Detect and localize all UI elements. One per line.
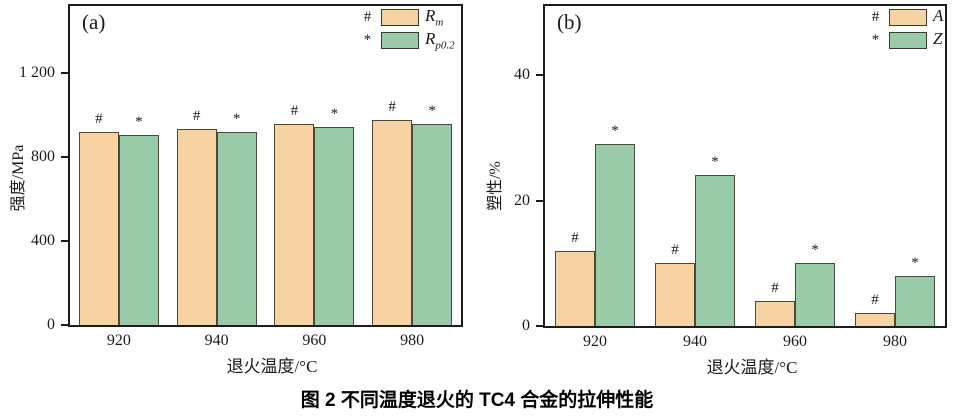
significance-marker: * xyxy=(811,242,819,259)
legend-swatch-green xyxy=(889,32,927,49)
significance-marker: # xyxy=(290,102,299,119)
bar-960-Rp0.2 xyxy=(314,126,355,325)
y-tick-label: 20 xyxy=(514,191,530,209)
plot-area-plasticity: # * # * # * # * xyxy=(543,4,947,328)
significance-marker: # xyxy=(192,107,201,124)
y-tick xyxy=(536,199,543,202)
y-tick xyxy=(536,74,543,77)
legend-entry-z: * Z xyxy=(868,29,943,51)
x-tick-label: 940 xyxy=(683,333,707,350)
bar-980-Rm xyxy=(372,120,413,325)
significance-marker: # xyxy=(388,99,396,116)
legend-strength: # Rm * Rp0.2 xyxy=(360,6,455,52)
y-tick-label: 40 xyxy=(514,66,530,84)
y-tick-label: 0 xyxy=(522,317,530,334)
bar-920-Rm xyxy=(78,131,119,325)
legend-entry-a: # A xyxy=(868,6,944,28)
x-tick-label: 980 xyxy=(400,332,425,349)
legend-swatch-orange xyxy=(889,9,927,26)
bar-920-A xyxy=(555,250,595,326)
legend-marker-asterisk: * xyxy=(871,32,880,48)
significance-marker: * xyxy=(711,154,719,171)
significance-marker: * xyxy=(428,102,436,119)
x-tick-label: 920 xyxy=(583,333,607,350)
plot-area-strength: # * # * # * # * xyxy=(68,4,463,327)
significance-marker: # xyxy=(571,229,579,246)
legend-swatch-orange xyxy=(381,9,419,26)
significance-marker: * xyxy=(232,110,241,127)
bar-960-A xyxy=(755,300,795,326)
legend-label-rm: Rm xyxy=(425,6,444,29)
panel-label-a: (a) xyxy=(82,10,106,34)
y-tick-label: 1 200 xyxy=(19,64,55,82)
bar-980-Rp0.2 xyxy=(412,123,453,325)
significance-marker: # xyxy=(771,279,779,296)
y-tick xyxy=(536,325,543,327)
legend-marker-asterisk: * xyxy=(363,32,372,48)
bar-940-A xyxy=(655,263,695,326)
legend-marker-hash: # xyxy=(363,9,372,25)
significance-marker: # xyxy=(95,110,103,127)
bar-940-Rp0.2 xyxy=(216,131,257,325)
significance-marker: # xyxy=(871,292,879,309)
bar-980-A xyxy=(855,313,895,326)
bar-960-Rm xyxy=(274,123,315,325)
legend-label-a: A xyxy=(933,6,944,26)
significance-marker: * xyxy=(911,254,919,271)
bar-940-Z xyxy=(695,175,735,326)
significance-marker: * xyxy=(330,105,339,122)
significance-marker: * xyxy=(135,114,143,131)
y-tick xyxy=(61,156,68,159)
legend-label-z: Z xyxy=(933,29,943,49)
bar-920-Rp0.2 xyxy=(118,135,159,325)
figure-caption: 图 2 不同温度退火的 TC4 合金的拉伸性能 xyxy=(300,390,654,411)
legend-entry-rm: # Rm xyxy=(360,6,455,29)
x-tick-label: 920 xyxy=(106,332,131,349)
y-tick-label: 400 xyxy=(31,232,55,250)
y-tick xyxy=(61,72,68,75)
x-axis-label-annealing-temp-a: 退火温度/°C xyxy=(226,357,318,376)
legend-swatch-green xyxy=(381,32,419,49)
bar-940-Rm xyxy=(176,128,217,325)
x-axis-label-annealing-temp-b: 退火温度/°C xyxy=(706,358,798,377)
x-tick-label: 960 xyxy=(302,332,327,349)
y-tick xyxy=(61,240,68,243)
legend-entry-rp02: * Rp0.2 xyxy=(360,29,455,52)
x-tick-label: 960 xyxy=(783,333,807,350)
legend-marker-hash: # xyxy=(871,9,880,25)
y-tick-label: 0 xyxy=(47,316,55,333)
bar-920-Z xyxy=(595,144,635,326)
y-tick-label: 800 xyxy=(31,148,55,166)
x-tick-label: 980 xyxy=(883,333,907,350)
legend-label-rp02: Rp0.2 xyxy=(425,29,455,52)
legend-plasticity: # A * Z xyxy=(868,6,944,51)
x-tick-label: 940 xyxy=(204,332,229,349)
significance-marker: # xyxy=(671,242,679,259)
y-tick xyxy=(61,324,68,326)
bar-980-Z xyxy=(895,275,935,326)
bar-960-Z xyxy=(795,263,835,326)
panel-label-b: (b) xyxy=(557,10,582,34)
significance-marker: * xyxy=(611,123,619,140)
